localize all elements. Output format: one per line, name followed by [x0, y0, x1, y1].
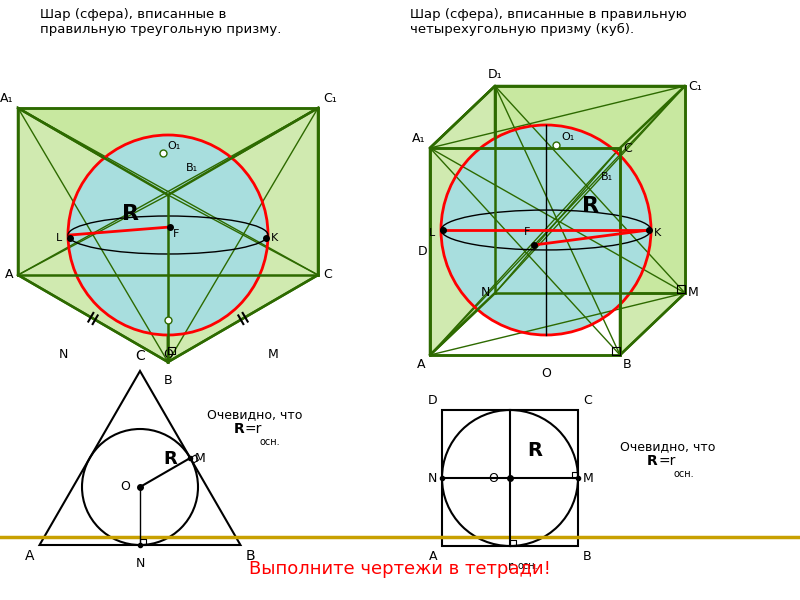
Text: N: N [58, 347, 68, 361]
Text: $\mathbf{R}$: $\mathbf{R}$ [646, 454, 658, 468]
Text: F: F [524, 227, 530, 237]
Text: C₁: C₁ [688, 79, 702, 92]
Text: r: r [507, 560, 513, 573]
Text: осн.: осн. [517, 561, 538, 571]
Text: B: B [246, 549, 255, 563]
Text: N: N [135, 557, 145, 570]
Text: R: R [122, 204, 138, 224]
Text: Очевидно, что: Очевидно, что [207, 408, 302, 421]
Text: L: L [56, 233, 62, 243]
Circle shape [68, 135, 268, 335]
Text: L: L [429, 228, 435, 238]
Text: O: O [541, 367, 551, 380]
Text: K: K [271, 233, 278, 243]
Text: A: A [5, 269, 13, 281]
Text: Шар (сфера), вписанные в
правильную треугольную призму.: Шар (сфера), вписанные в правильную треу… [40, 8, 282, 36]
Polygon shape [620, 86, 685, 355]
Text: O₁: O₁ [167, 141, 180, 151]
Text: N: N [428, 472, 437, 485]
Text: M: M [583, 472, 594, 485]
Text: R: R [582, 196, 599, 216]
Polygon shape [168, 108, 318, 362]
Text: O: O [163, 347, 173, 361]
Text: =r: =r [245, 422, 262, 436]
Text: $\mathbf{R}$: $\mathbf{R}$ [233, 422, 245, 436]
Text: A: A [429, 550, 437, 563]
Text: R: R [163, 451, 177, 469]
Text: осн.: осн. [260, 437, 281, 447]
Text: C₁: C₁ [323, 92, 337, 105]
Text: F: F [173, 229, 179, 239]
Text: M: M [195, 451, 206, 464]
Text: D₁: D₁ [488, 68, 502, 81]
Text: O: O [120, 480, 130, 493]
Text: C: C [583, 394, 592, 407]
Text: D: D [427, 394, 437, 407]
Text: O: O [488, 472, 498, 485]
Text: B: B [623, 358, 632, 371]
Polygon shape [18, 108, 318, 275]
Text: осн.: осн. [673, 469, 694, 479]
Text: B₁: B₁ [601, 172, 613, 182]
Polygon shape [18, 108, 168, 362]
Text: O₁: O₁ [561, 132, 574, 142]
Text: A₁: A₁ [411, 132, 425, 145]
Text: C: C [135, 349, 145, 363]
Polygon shape [495, 86, 685, 293]
Text: C: C [323, 269, 332, 281]
Text: B: B [164, 374, 172, 387]
Text: Очевидно, что: Очевидно, что [620, 440, 716, 453]
Text: B: B [583, 550, 592, 563]
Polygon shape [430, 86, 685, 148]
Text: N: N [481, 286, 490, 299]
Circle shape [441, 125, 651, 335]
Text: K: K [654, 228, 662, 238]
Text: Шар (сфера), вписанные в правильную
четырехугольную призму (куб).: Шар (сфера), вписанные в правильную четы… [410, 8, 686, 36]
Text: A: A [25, 549, 34, 563]
Text: C: C [623, 142, 632, 154]
Text: M: M [688, 286, 698, 299]
Text: M: M [268, 347, 278, 361]
Text: A: A [417, 358, 425, 371]
Text: Выполните чертежи в тетради!: Выполните чертежи в тетради! [249, 560, 551, 578]
Text: =r: =r [658, 454, 675, 468]
Text: B₁: B₁ [186, 163, 198, 173]
Text: A₁: A₁ [0, 92, 13, 105]
Text: R: R [527, 441, 542, 460]
Text: D: D [418, 245, 428, 258]
Polygon shape [430, 86, 495, 355]
